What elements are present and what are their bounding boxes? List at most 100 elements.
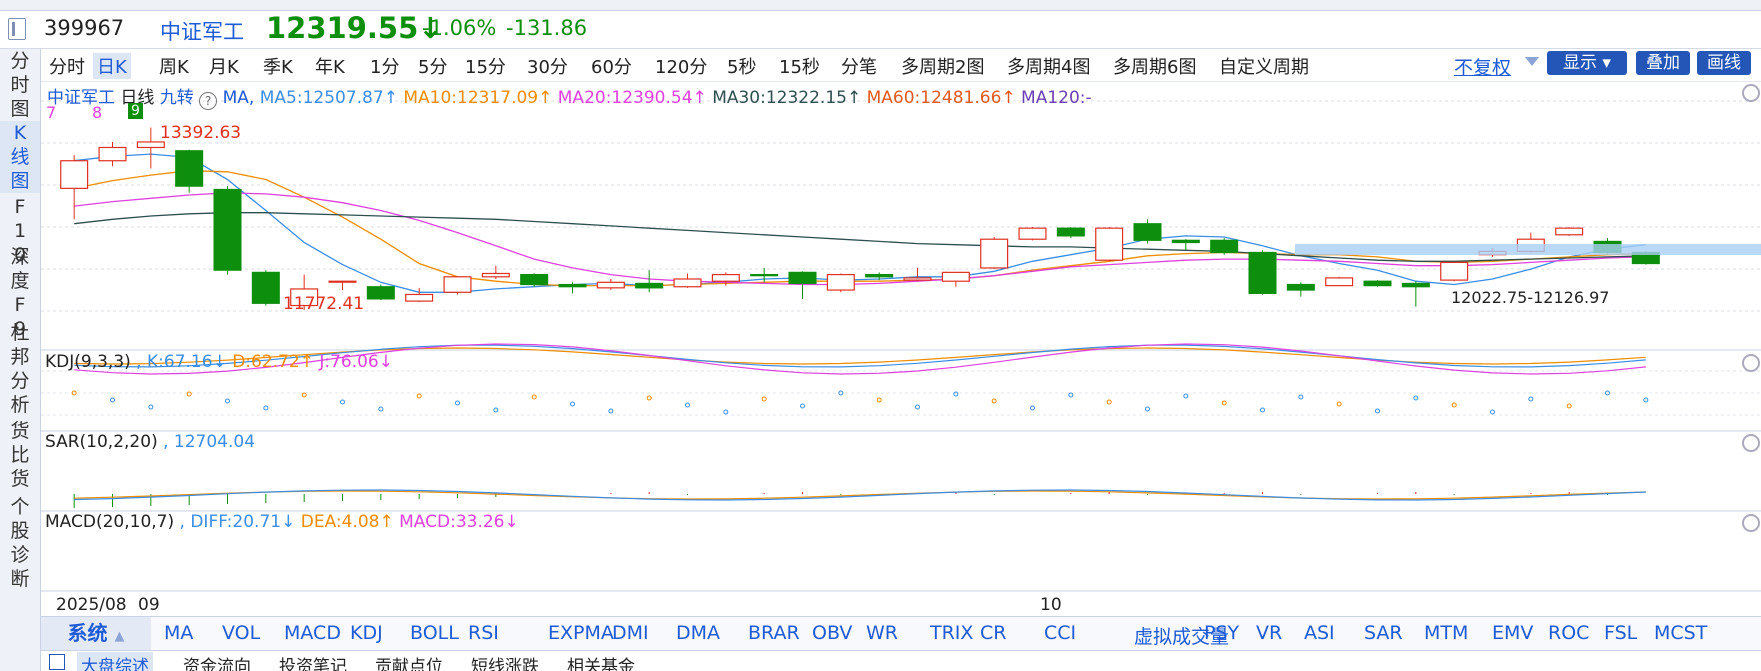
indicator-tab-asi[interactable]: ASI	[1304, 622, 1335, 644]
nav-dupont[interactable]: 杜邦分析	[0, 321, 40, 417]
indicator-tab-vol[interactable]: VOL	[222, 622, 261, 644]
candle-up	[60, 160, 89, 189]
draw-line-button[interactable]: 画线	[1697, 51, 1751, 75]
period-tab[interactable]: 自定义周期	[1219, 57, 1309, 78]
candle-up	[1095, 227, 1124, 261]
legend-ma5: MA5:12507.87↑	[259, 88, 398, 108]
subtab-fund-flow[interactable]: 资金流向	[183, 657, 251, 671]
indicator-tab-boll[interactable]: BOLL	[410, 622, 459, 644]
sar-dot	[991, 398, 997, 404]
sar-name[interactable]: SAR(10,2,20)	[45, 432, 158, 452]
period-tab[interactable]: 5分	[418, 57, 448, 78]
candle-up	[1325, 277, 1354, 287]
adjust-dropdown[interactable]: 不复权	[1454, 57, 1512, 79]
period-tab[interactable]: 年K	[315, 57, 345, 78]
indicator-tab-fsl[interactable]: FSL	[1604, 622, 1638, 644]
indicator-tab-psy[interactable]: PSY	[1204, 622, 1240, 644]
subtab-notes[interactable]: 投资笔记	[279, 657, 347, 671]
indicator-tab-kdj[interactable]: KDJ	[350, 622, 383, 644]
nav-f10[interactable]: F10	[0, 195, 40, 266]
indicator-tab-虚拟成交量[interactable]: 虚拟成交量	[1134, 626, 1230, 648]
candle-down	[1286, 283, 1315, 291]
kdj-settings-gear-icon[interactable]	[1742, 354, 1760, 372]
chevron-down-icon[interactable]	[1525, 57, 1539, 66]
sar-dot	[186, 391, 192, 397]
sar-dot	[761, 396, 767, 402]
period-tab[interactable]: 5秒	[727, 57, 757, 78]
sar-dot	[340, 399, 345, 405]
indicator-tab-cr[interactable]: CR	[980, 622, 1007, 644]
indicator-tab-rsi[interactable]: RSI	[468, 622, 499, 644]
indicator-tab-sar[interactable]: SAR	[1364, 622, 1403, 644]
indicator-tab-cci[interactable]: CCI	[1044, 622, 1077, 644]
period-tab[interactable]: 多周期4图	[1007, 57, 1091, 78]
nav-timeshare[interactable]: 分时图	[0, 49, 40, 121]
indicator-tab-vr[interactable]: VR	[1256, 622, 1283, 644]
nav-kline[interactable]: K线图	[0, 121, 40, 193]
period-tab[interactable]: 多周期2图	[901, 57, 985, 78]
period-tab[interactable]: 分笔	[841, 57, 877, 78]
macd-name[interactable]: MACD(20,10,7)	[45, 512, 175, 532]
period-tab[interactable]: 1分	[370, 57, 400, 78]
candle-up	[980, 238, 1009, 269]
period-tab[interactable]: 120分	[655, 57, 708, 78]
sar-dot	[915, 404, 920, 410]
help-icon[interactable]: ?	[199, 92, 218, 110]
subtab-contribution[interactable]: 贡献点位	[375, 657, 443, 671]
candle-down	[1248, 251, 1277, 294]
macd-settings-gear-icon[interactable]	[1742, 514, 1760, 532]
bottom-sub-tabs: 大盘综述 资金流向 投资笔记 贡献点位 短线涨跌 相关基金	[41, 650, 1761, 671]
indicator-tab-brar[interactable]: BRAR	[748, 622, 800, 644]
index-name[interactable]: 中证军工	[160, 20, 244, 44]
system-menu[interactable]: 系统 ▲	[41, 617, 151, 650]
period-tab[interactable]: 季K	[263, 57, 293, 78]
indicator-tab-mcst[interactable]: MCST	[1654, 622, 1708, 644]
indicator-tab-emv[interactable]: EMV	[1492, 622, 1534, 644]
kline-chart-area[interactable]	[41, 81, 1761, 616]
indicator-tab-roc[interactable]: ROC	[1548, 622, 1590, 644]
nav-compare[interactable]: 货比货	[0, 419, 40, 493]
subtab-related-funds[interactable]: 相关基金	[567, 657, 635, 671]
legend-nine[interactable]: 九转	[159, 88, 194, 108]
nav-diagnosis[interactable]: 个股诊断	[0, 495, 40, 595]
period-tab[interactable]: 15秒	[779, 57, 820, 78]
indicator-tab-trix[interactable]: TRIX	[930, 622, 974, 644]
display-button[interactable]: 显示 ▾	[1547, 51, 1627, 75]
overlay-button[interactable]: 叠加	[1636, 51, 1690, 75]
sar-dot	[876, 397, 882, 403]
nav-depth-f9[interactable]: 深度F9	[0, 245, 40, 340]
kdj-name[interactable]: KDJ(9,3,3)	[45, 352, 131, 372]
indicator-tab-wr[interactable]: WR	[866, 622, 898, 644]
indicator-tab-expma[interactable]: EXPMA	[548, 622, 614, 644]
indicator-tab-mtm[interactable]: MTM	[1424, 622, 1469, 644]
period-tab[interactable]: 30分	[527, 57, 568, 78]
period-tab-active[interactable]: 日K	[93, 53, 131, 79]
period-tab[interactable]: 周K	[159, 57, 189, 78]
period-tab[interactable]: 15分	[465, 57, 506, 78]
index-point-change: -131.86	[506, 16, 588, 40]
period-tab[interactable]: 月K	[209, 57, 239, 78]
seq-count-9: 9	[128, 103, 143, 119]
legend-ma[interactable]: MA	[222, 88, 249, 108]
sar-dot	[1221, 400, 1227, 406]
indicator-tab-dmi[interactable]: DMI	[612, 622, 649, 644]
period-tab[interactable]: 多周期6图	[1113, 57, 1197, 78]
subtab-short-term[interactable]: 短线涨跌	[471, 657, 539, 671]
macd-value: MACD:33.26↓	[399, 512, 519, 532]
collapse-icon[interactable]	[49, 654, 65, 670]
period-tab[interactable]: 分时	[49, 57, 85, 78]
indicator-tab-ma[interactable]: MA	[164, 622, 194, 644]
sar-settings-gear-icon[interactable]	[1742, 434, 1760, 452]
candle-down	[520, 273, 549, 286]
panel-toggle-icon[interactable]	[8, 18, 26, 40]
candle-down	[635, 282, 664, 289]
indicator-tab-macd[interactable]: MACD	[284, 622, 341, 644]
period-tab[interactable]: 60分	[591, 57, 632, 78]
seq-count-7: 7	[46, 103, 57, 122]
sar-dot	[148, 404, 154, 410]
main-settings-gear-icon[interactable]	[1742, 84, 1760, 102]
indicator-tab-obv[interactable]: OBV	[812, 622, 853, 644]
candle-down	[251, 271, 280, 304]
subtab-market-overview[interactable]: 大盘综述	[77, 652, 153, 671]
indicator-tab-dma[interactable]: DMA	[676, 622, 721, 644]
